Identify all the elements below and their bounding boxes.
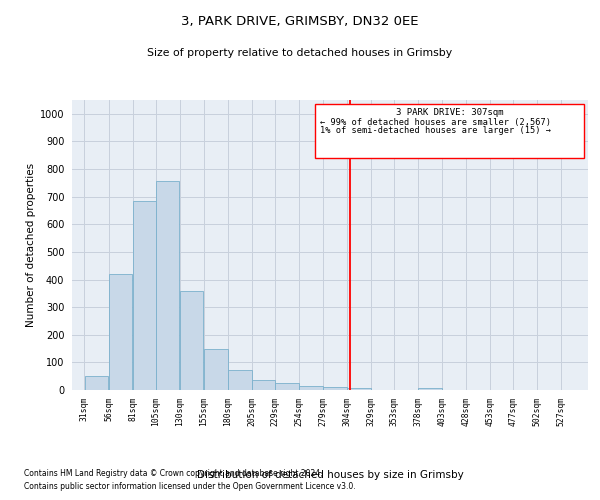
Bar bbox=[133, 201, 157, 390]
Bar bbox=[252, 380, 275, 390]
Bar bbox=[156, 182, 179, 390]
Bar bbox=[323, 387, 347, 390]
Text: Size of property relative to detached houses in Grimsby: Size of property relative to detached ho… bbox=[148, 48, 452, 58]
Text: Contains public sector information licensed under the Open Government Licence v3: Contains public sector information licen… bbox=[24, 482, 356, 491]
Text: 1% of semi-detached houses are larger (15) →: 1% of semi-detached houses are larger (1… bbox=[320, 126, 551, 136]
Bar bbox=[299, 386, 323, 390]
X-axis label: Distribution of detached houses by size in Grimsby: Distribution of detached houses by size … bbox=[197, 470, 463, 480]
Bar bbox=[85, 376, 109, 390]
Bar bbox=[228, 370, 251, 390]
FancyBboxPatch shape bbox=[315, 104, 584, 158]
Bar bbox=[109, 274, 133, 390]
Bar bbox=[418, 388, 442, 390]
Bar bbox=[275, 383, 299, 390]
Y-axis label: Number of detached properties: Number of detached properties bbox=[26, 163, 35, 327]
Bar bbox=[347, 388, 371, 390]
Bar bbox=[204, 348, 227, 390]
Text: 3, PARK DRIVE, GRIMSBY, DN32 0EE: 3, PARK DRIVE, GRIMSBY, DN32 0EE bbox=[181, 15, 419, 28]
Text: ← 99% of detached houses are smaller (2,567): ← 99% of detached houses are smaller (2,… bbox=[320, 118, 551, 126]
Bar bbox=[180, 290, 203, 390]
Text: Contains HM Land Registry data © Crown copyright and database right 2024.: Contains HM Land Registry data © Crown c… bbox=[24, 468, 323, 477]
Text: 3 PARK DRIVE: 307sqm: 3 PARK DRIVE: 307sqm bbox=[396, 108, 503, 117]
